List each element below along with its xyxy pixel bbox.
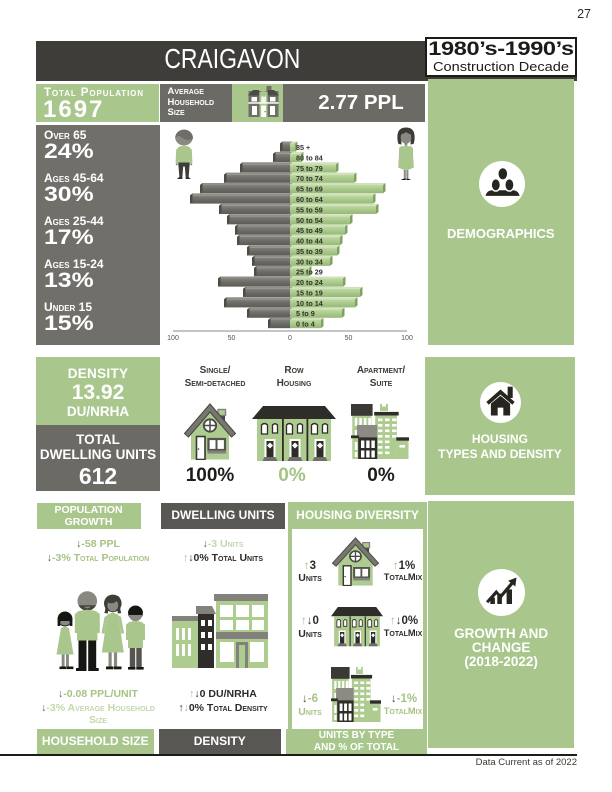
- svg-text:60 to 64: 60 to 64: [296, 195, 323, 204]
- svg-text:35 to 39: 35 to 39: [296, 247, 323, 256]
- svg-text:50: 50: [345, 335, 353, 342]
- svg-text:45 to 49: 45 to 49: [296, 226, 323, 235]
- svg-text:100: 100: [401, 335, 413, 342]
- svg-text:70 to 74: 70 to 74: [296, 174, 323, 183]
- svg-text:100: 100: [167, 335, 179, 342]
- svg-text:15 to 19: 15 to 19: [296, 288, 323, 297]
- svg-text:50 to 54: 50 to 54: [296, 216, 323, 225]
- svg-text:10 to 14: 10 to 14: [296, 299, 323, 308]
- svg-text:50: 50: [228, 335, 236, 342]
- svg-text:75 to 79: 75 to 79: [296, 164, 323, 173]
- svg-text:85 +: 85 +: [296, 143, 310, 152]
- svg-text:20 to 24: 20 to 24: [296, 278, 323, 287]
- svg-text:40 to 44: 40 to 44: [296, 237, 323, 246]
- svg-text:55 to 59: 55 to 59: [296, 205, 323, 214]
- svg-text:30 to 34: 30 to 34: [296, 257, 323, 266]
- svg-text:0 to 4: 0 to 4: [296, 320, 315, 329]
- svg-text:0: 0: [288, 335, 292, 342]
- svg-text:80 to 84: 80 to 84: [296, 153, 323, 162]
- svg-text:65 to 69: 65 to 69: [296, 185, 323, 194]
- svg-text:25 to 29: 25 to 29: [296, 268, 323, 277]
- svg-text:5 to 9: 5 to 9: [296, 309, 315, 318]
